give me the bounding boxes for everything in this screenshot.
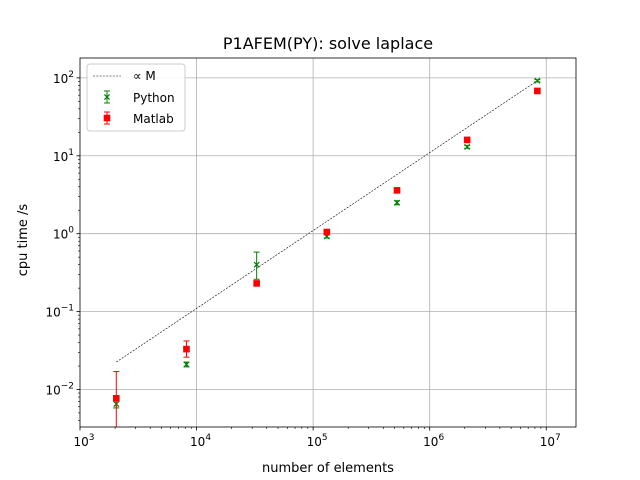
python-marker-stroke xyxy=(103,93,111,101)
python-marker xyxy=(534,77,541,84)
matlab-marker xyxy=(534,87,541,95)
y-tick-label-base: 10 xyxy=(53,72,68,86)
python-marker-stroke xyxy=(393,199,401,206)
legend-matlab-label: Matlab xyxy=(133,112,174,126)
y-tick-label-exponent: −2 xyxy=(61,381,74,391)
x-tick-label: 105 xyxy=(307,433,328,449)
matlab-marker xyxy=(103,114,111,122)
y-tick-label-base: 10 xyxy=(45,383,60,397)
x-tick-label-exponent: 5 xyxy=(322,433,328,443)
y-tick-label-exponent: 2 xyxy=(68,70,74,80)
y-tick-label-base: 10 xyxy=(45,306,60,320)
python-marker xyxy=(183,361,190,368)
matlab-marker xyxy=(253,280,260,287)
x-tick-label-base: 10 xyxy=(307,435,322,449)
python-marker-stroke xyxy=(183,361,190,368)
matlab-marker xyxy=(463,136,471,144)
y-tick-label: 100 xyxy=(53,226,74,242)
matlab-marker xyxy=(183,345,190,353)
y-tick-label: 101 xyxy=(53,148,74,164)
python-marker xyxy=(103,93,111,101)
x-tick-label-base: 10 xyxy=(540,435,555,449)
x-tick-label-exponent: 6 xyxy=(438,433,444,443)
python-marker xyxy=(253,261,260,268)
x-tick-label-exponent: 3 xyxy=(89,433,95,443)
python-marker-stroke xyxy=(464,143,471,150)
x-axis-ticks: 103 104 105 106 107 xyxy=(73,427,561,449)
x-axis-label: number of elements xyxy=(262,461,394,476)
legend-reference-label: ∝ M xyxy=(133,69,156,83)
x-tick-label: 107 xyxy=(540,433,561,449)
legend-python-label: Python xyxy=(133,91,175,105)
y-tick-label: 102 xyxy=(53,70,74,86)
python-marker xyxy=(464,143,471,150)
x-tick-label: 106 xyxy=(423,433,444,449)
matlab-marker xyxy=(393,187,401,194)
matlab-marker xyxy=(112,395,120,402)
reference-line xyxy=(116,80,538,363)
python-marker xyxy=(393,199,401,206)
y-axis-label: cpu time /s xyxy=(16,204,31,277)
x-tick-label-exponent: 7 xyxy=(555,433,561,443)
python-marker-stroke xyxy=(253,261,260,268)
y-tick-label: 10−2 xyxy=(45,381,74,397)
reference-line-layer xyxy=(116,80,538,363)
matlab-series xyxy=(112,87,541,427)
matlab-marker xyxy=(323,228,331,236)
python-marker-stroke xyxy=(534,77,541,84)
y-tick-label: 10−1 xyxy=(45,304,74,320)
series-layer xyxy=(112,77,541,427)
plot-frame xyxy=(79,57,577,428)
x-tick-label-exponent: 4 xyxy=(205,433,211,443)
y-tick-label-base: 10 xyxy=(53,228,68,242)
y-tick-label-exponent: 1 xyxy=(68,148,74,158)
y-tick-label-exponent: −1 xyxy=(61,304,74,314)
x-tick-label-base: 10 xyxy=(423,435,438,449)
y-tick-label-exponent: 0 xyxy=(68,226,74,236)
x-tick-label: 104 xyxy=(190,433,211,449)
x-tick-label: 103 xyxy=(73,433,94,449)
y-tick-label-base: 10 xyxy=(53,150,68,164)
x-tick-label-base: 10 xyxy=(190,435,205,449)
legend-box xyxy=(86,63,186,132)
chart-title: P1AFEM(PY): solve laplace xyxy=(223,34,433,53)
legend: ∝ M Python Matlab xyxy=(86,63,186,132)
x-tick-label-base: 10 xyxy=(73,435,88,449)
